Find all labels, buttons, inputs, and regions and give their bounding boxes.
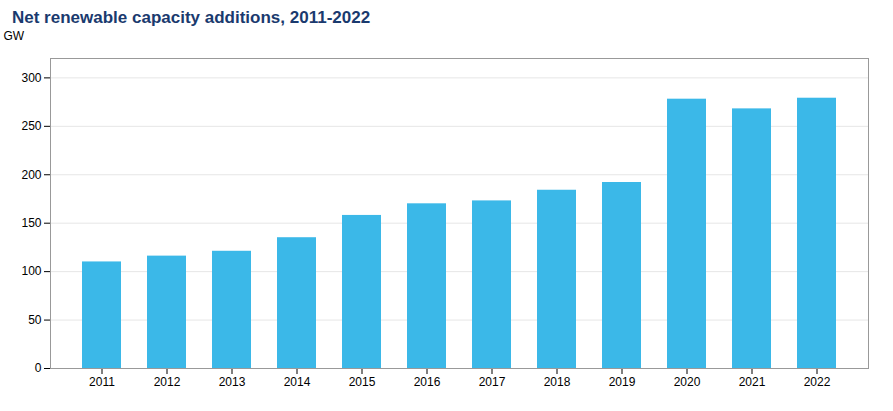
svg-text:2013: 2013	[219, 375, 246, 389]
svg-text:0: 0	[35, 361, 42, 375]
svg-text:2018: 2018	[544, 375, 571, 389]
svg-text:2015: 2015	[349, 375, 376, 389]
svg-text:2019: 2019	[609, 375, 636, 389]
svg-text:250: 250	[21, 119, 41, 133]
svg-text:GW: GW	[4, 29, 25, 43]
svg-text:2012: 2012	[154, 375, 181, 389]
svg-text:150: 150	[21, 216, 41, 230]
svg-text:2014: 2014	[284, 375, 311, 389]
svg-text:100: 100	[21, 264, 41, 278]
svg-text:200: 200	[21, 168, 41, 182]
html-text:Net renewable capacity additio: Net renewable capacity additions, 2011-2…	[12, 8, 371, 27]
svg-text:2017: 2017	[479, 375, 506, 389]
svg-text:50: 50	[28, 313, 42, 327]
svg-text:300: 300	[21, 71, 41, 85]
svg-text:2020: 2020	[674, 375, 701, 389]
svg-text:2011: 2011	[89, 375, 115, 389]
svg-text:2022: 2022	[804, 375, 831, 389]
svg-text:2016: 2016	[414, 375, 441, 389]
svg-text:2021: 2021	[739, 375, 766, 389]
